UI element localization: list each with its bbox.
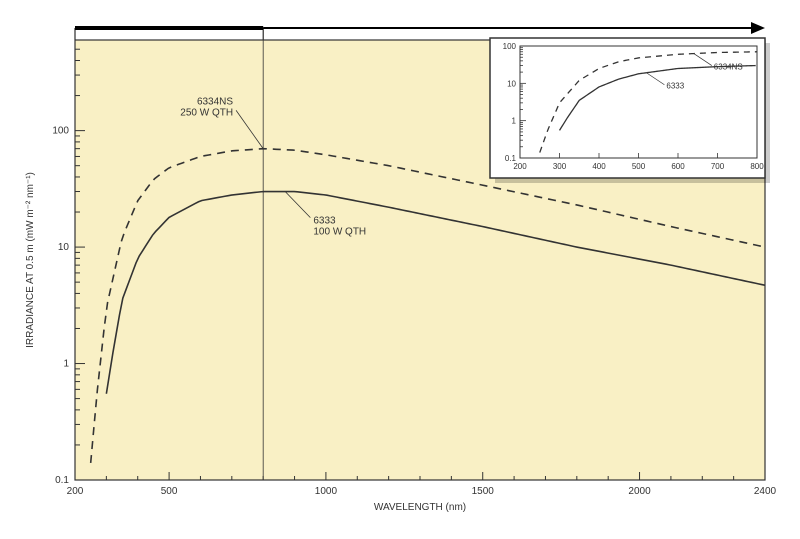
inset-x-tick-label: 600 <box>671 162 685 171</box>
label-6333-line2: 100 W QTH <box>313 227 366 238</box>
y-tick-label: 100 <box>52 126 69 137</box>
chart-stage: 0.11101002005001000150020002400WAVELENGT… <box>0 0 800 539</box>
x-tick-label: 200 <box>67 486 84 497</box>
label-6334NS-line2: 250 W QTH <box>180 107 233 118</box>
x-tick-label: 1500 <box>472 486 495 497</box>
inset-x-tick-label: 200 <box>513 162 527 171</box>
inset-y-tick-label: 100 <box>503 42 517 51</box>
x-tick-label: 1000 <box>315 486 338 497</box>
inset-label-6334NS: 6334NS <box>714 63 743 72</box>
inset-y-tick-label: 10 <box>507 79 516 88</box>
x-tick-label: 500 <box>161 486 178 497</box>
inset-frame <box>490 38 765 178</box>
x-tick-label: 2000 <box>628 486 651 497</box>
x-tick-label: 2400 <box>754 486 777 497</box>
y-tick-label: 10 <box>58 242 70 253</box>
inset-x-tick-label: 300 <box>553 162 567 171</box>
inset-x-tick-label: 400 <box>592 162 606 171</box>
label-6333-line1: 6333 <box>313 216 336 227</box>
inset-x-tick-label: 800 <box>750 162 764 171</box>
y-axis-label: IRRADIANCE AT 0.5 m (mW m⁻² nm⁻¹) <box>25 172 36 348</box>
label-6334NS-line1: 6334NS <box>197 96 233 107</box>
inset-y-tick-label: 1 <box>512 117 517 126</box>
inset-label-6333: 6333 <box>666 82 684 91</box>
inset-x-tick-label: 700 <box>711 162 725 171</box>
y-tick-label: 1 <box>63 359 69 370</box>
x-axis-label: WAVELENGTH (nm) <box>374 502 466 513</box>
y-tick-label: 0.1 <box>55 475 69 486</box>
inset-pointer-arrow <box>751 22 765 34</box>
inset-x-tick-label: 500 <box>632 162 646 171</box>
